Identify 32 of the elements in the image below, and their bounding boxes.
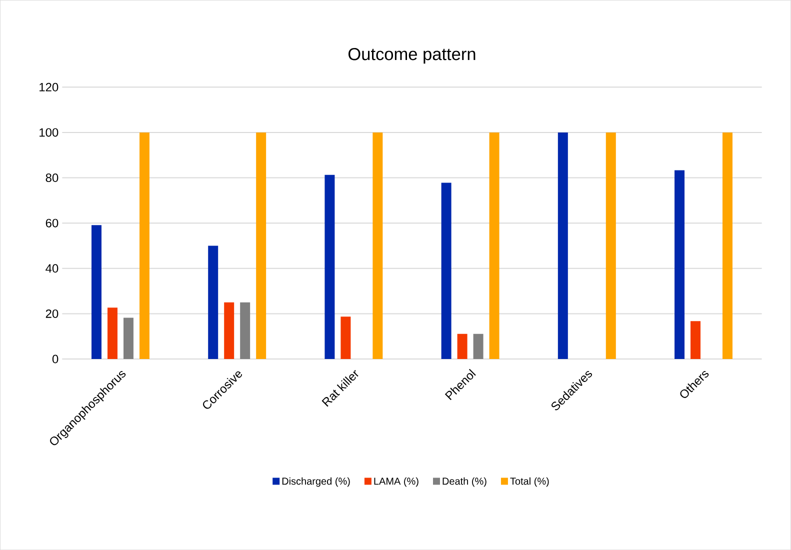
- bar: [606, 132, 616, 359]
- bar: [674, 170, 685, 359]
- legend-label: Total (%): [510, 477, 549, 487]
- bar: [324, 174, 335, 359]
- bar: [240, 302, 250, 359]
- bar: [372, 132, 383, 359]
- bar: [690, 321, 701, 359]
- bar: [91, 225, 102, 359]
- chart-title: Outcome pattern: [348, 48, 476, 64]
- y-tick-label: 100: [40, 128, 58, 137]
- y-tick-label: 20: [46, 309, 58, 318]
- y-tick-label: 60: [46, 218, 58, 228]
- bar: [441, 182, 452, 359]
- y-tick-label: 120: [40, 82, 58, 92]
- bar: [457, 334, 468, 359]
- bar: [558, 132, 568, 359]
- bar: [473, 334, 484, 359]
- y-tick-label: 0: [52, 354, 58, 364]
- bar: [123, 318, 134, 359]
- bar: [224, 302, 234, 359]
- y-tick-label: 80: [46, 173, 58, 182]
- bar: [722, 132, 732, 359]
- legend-label: LAMA (%): [374, 477, 418, 487]
- y-tick-label: 40: [46, 264, 58, 273]
- legend-label: Discharged (%): [282, 477, 350, 487]
- bar: [208, 246, 218, 359]
- bar: [107, 308, 118, 359]
- bar: [256, 132, 266, 359]
- bar: [139, 132, 150, 359]
- legend-label: Death (%): [442, 477, 486, 487]
- bar: [340, 316, 351, 359]
- bar: [489, 132, 500, 359]
